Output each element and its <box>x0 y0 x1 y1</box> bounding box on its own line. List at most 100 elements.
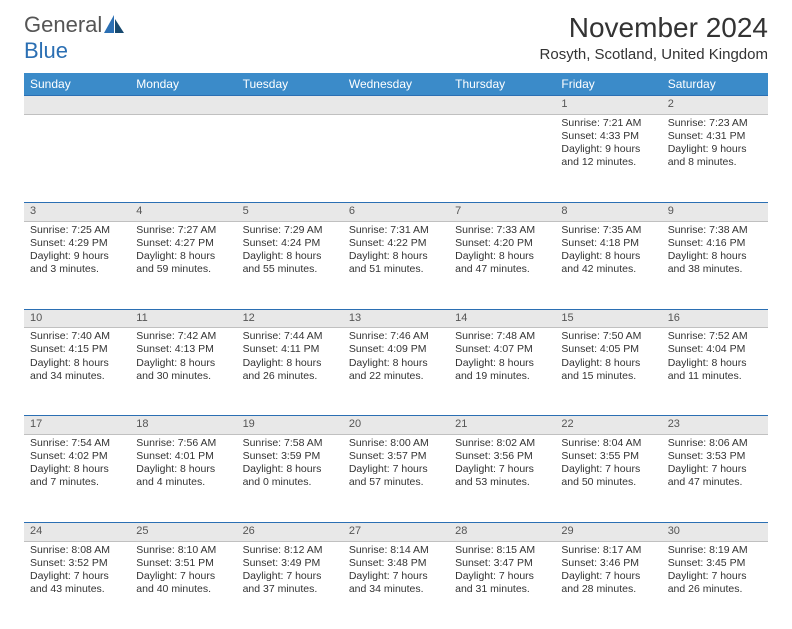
sunset-text: Sunset: 4:11 PM <box>243 343 337 356</box>
calendar-table: Sunday Monday Tuesday Wednesday Thursday… <box>24 73 768 629</box>
logo: General <box>24 12 127 38</box>
daylight-text: Daylight: 8 hours and 0 minutes. <box>243 463 337 489</box>
sunset-text: Sunset: 4:18 PM <box>561 237 655 250</box>
day-content-cell <box>237 114 343 202</box>
day-header-row: Sunday Monday Tuesday Wednesday Thursday… <box>24 73 768 96</box>
daynum-row: 10111213141516 <box>24 309 768 328</box>
sunset-text: Sunset: 4:33 PM <box>561 130 655 143</box>
day-content-cell: Sunrise: 7:40 AMSunset: 4:15 PMDaylight:… <box>24 328 130 416</box>
day-content-cell: Sunrise: 7:58 AMSunset: 3:59 PMDaylight:… <box>237 435 343 523</box>
day-number-cell: 30 <box>662 523 768 542</box>
day-number-cell: 28 <box>449 523 555 542</box>
daylight-text: Daylight: 9 hours and 12 minutes. <box>561 143 655 169</box>
day-header: Saturday <box>662 73 768 96</box>
sunrise-text: Sunrise: 8:10 AM <box>136 544 230 557</box>
month-title: November 2024 <box>540 12 768 44</box>
day-number-cell: 17 <box>24 416 130 435</box>
daylight-text: Daylight: 8 hours and 11 minutes. <box>668 357 762 383</box>
daylight-text: Daylight: 8 hours and 59 minutes. <box>136 250 230 276</box>
sunrise-text: Sunrise: 8:02 AM <box>455 437 549 450</box>
sunset-text: Sunset: 4:29 PM <box>30 237 124 250</box>
day-content-cell: Sunrise: 8:14 AMSunset: 3:48 PMDaylight:… <box>343 541 449 629</box>
day-number-cell: 24 <box>24 523 130 542</box>
daylight-text: Daylight: 8 hours and 30 minutes. <box>136 357 230 383</box>
sunrise-text: Sunrise: 7:40 AM <box>30 330 124 343</box>
day-number-cell: 6 <box>343 202 449 221</box>
daylight-text: Daylight: 7 hours and 43 minutes. <box>30 570 124 596</box>
sunrise-text: Sunrise: 7:48 AM <box>455 330 549 343</box>
day-content-cell: Sunrise: 7:25 AMSunset: 4:29 PMDaylight:… <box>24 221 130 309</box>
daylight-text: Daylight: 7 hours and 34 minutes. <box>349 570 443 596</box>
sunrise-text: Sunrise: 8:12 AM <box>243 544 337 557</box>
sunrise-text: Sunrise: 8:04 AM <box>561 437 655 450</box>
day-content-cell: Sunrise: 7:48 AMSunset: 4:07 PMDaylight:… <box>449 328 555 416</box>
daylight-text: Daylight: 8 hours and 22 minutes. <box>349 357 443 383</box>
sunset-text: Sunset: 3:53 PM <box>668 450 762 463</box>
day-header: Wednesday <box>343 73 449 96</box>
day-content-cell: Sunrise: 7:42 AMSunset: 4:13 PMDaylight:… <box>130 328 236 416</box>
daylight-text: Daylight: 7 hours and 28 minutes. <box>561 570 655 596</box>
sunset-text: Sunset: 4:05 PM <box>561 343 655 356</box>
sunset-text: Sunset: 4:09 PM <box>349 343 443 356</box>
sunrise-text: Sunrise: 7:54 AM <box>30 437 124 450</box>
day-content-cell: Sunrise: 7:52 AMSunset: 4:04 PMDaylight:… <box>662 328 768 416</box>
day-content-cell: Sunrise: 7:46 AMSunset: 4:09 PMDaylight:… <box>343 328 449 416</box>
sunrise-text: Sunrise: 7:31 AM <box>349 224 443 237</box>
day-content-cell: Sunrise: 7:38 AMSunset: 4:16 PMDaylight:… <box>662 221 768 309</box>
day-content-cell: Sunrise: 8:02 AMSunset: 3:56 PMDaylight:… <box>449 435 555 523</box>
day-number-cell: 7 <box>449 202 555 221</box>
day-number-cell: 19 <box>237 416 343 435</box>
day-number-cell <box>343 96 449 115</box>
day-content-cell: Sunrise: 7:31 AMSunset: 4:22 PMDaylight:… <box>343 221 449 309</box>
day-header: Tuesday <box>237 73 343 96</box>
content-row: Sunrise: 7:54 AMSunset: 4:02 PMDaylight:… <box>24 435 768 523</box>
daylight-text: Daylight: 7 hours and 40 minutes. <box>136 570 230 596</box>
daylight-text: Daylight: 7 hours and 31 minutes. <box>455 570 549 596</box>
sunset-text: Sunset: 4:20 PM <box>455 237 549 250</box>
daylight-text: Daylight: 8 hours and 47 minutes. <box>455 250 549 276</box>
day-number-cell: 9 <box>662 202 768 221</box>
daylight-text: Daylight: 8 hours and 55 minutes. <box>243 250 337 276</box>
daylight-text: Daylight: 8 hours and 42 minutes. <box>561 250 655 276</box>
title-block: November 2024 Rosyth, Scotland, United K… <box>540 12 768 63</box>
day-content-cell: Sunrise: 7:54 AMSunset: 4:02 PMDaylight:… <box>24 435 130 523</box>
day-number-cell: 23 <box>662 416 768 435</box>
sunrise-text: Sunrise: 8:00 AM <box>349 437 443 450</box>
daynum-row: 3456789 <box>24 202 768 221</box>
day-number-cell: 14 <box>449 309 555 328</box>
location: Rosyth, Scotland, United Kingdom <box>540 46 768 63</box>
logo-word-1: General <box>24 12 102 38</box>
daylight-text: Daylight: 7 hours and 47 minutes. <box>668 463 762 489</box>
day-content-cell: Sunrise: 8:15 AMSunset: 3:47 PMDaylight:… <box>449 541 555 629</box>
sunrise-text: Sunrise: 7:52 AM <box>668 330 762 343</box>
day-number-cell: 18 <box>130 416 236 435</box>
day-content-cell <box>449 114 555 202</box>
daylight-text: Daylight: 8 hours and 19 minutes. <box>455 357 549 383</box>
sunrise-text: Sunrise: 7:35 AM <box>561 224 655 237</box>
sunrise-text: Sunrise: 7:46 AM <box>349 330 443 343</box>
day-content-cell: Sunrise: 8:06 AMSunset: 3:53 PMDaylight:… <box>662 435 768 523</box>
sunrise-text: Sunrise: 8:14 AM <box>349 544 443 557</box>
day-number-cell <box>237 96 343 115</box>
day-number-cell: 5 <box>237 202 343 221</box>
day-number-cell: 10 <box>24 309 130 328</box>
sunset-text: Sunset: 3:49 PM <box>243 557 337 570</box>
day-number-cell: 1 <box>555 96 661 115</box>
day-number-cell: 25 <box>130 523 236 542</box>
sunset-text: Sunset: 4:27 PM <box>136 237 230 250</box>
day-number-cell: 27 <box>343 523 449 542</box>
daylight-text: Daylight: 7 hours and 53 minutes. <box>455 463 549 489</box>
day-content-cell: Sunrise: 7:50 AMSunset: 4:05 PMDaylight:… <box>555 328 661 416</box>
day-content-cell <box>343 114 449 202</box>
day-header: Monday <box>130 73 236 96</box>
sunrise-text: Sunrise: 7:29 AM <box>243 224 337 237</box>
day-number-cell: 12 <box>237 309 343 328</box>
daylight-text: Daylight: 7 hours and 50 minutes. <box>561 463 655 489</box>
sunrise-text: Sunrise: 7:56 AM <box>136 437 230 450</box>
sunset-text: Sunset: 3:46 PM <box>561 557 655 570</box>
content-row: Sunrise: 7:25 AMSunset: 4:29 PMDaylight:… <box>24 221 768 309</box>
sunrise-text: Sunrise: 8:08 AM <box>30 544 124 557</box>
sunset-text: Sunset: 3:48 PM <box>349 557 443 570</box>
day-number-cell: 26 <box>237 523 343 542</box>
sunset-text: Sunset: 4:16 PM <box>668 237 762 250</box>
